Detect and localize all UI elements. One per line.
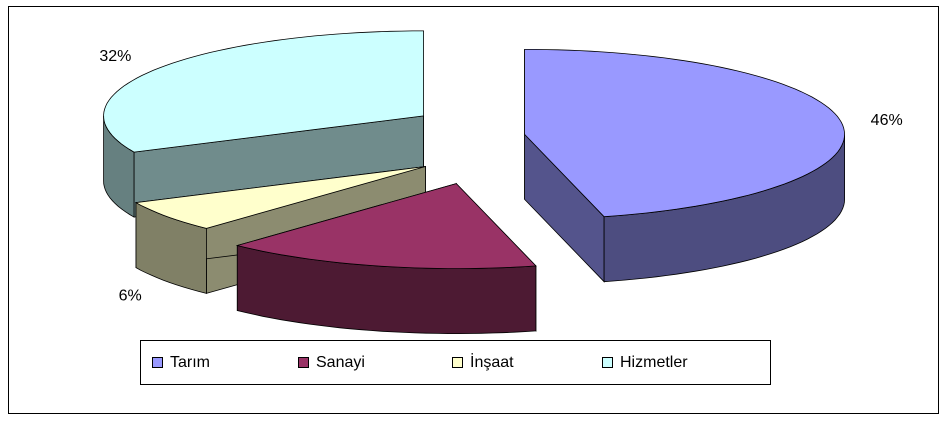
slice-top	[235, 183, 537, 269]
slice-top	[524, 49, 846, 218]
data-label: 32%	[99, 48, 131, 65]
data-label: 6%	[119, 287, 142, 304]
pie: 46%16%6%32%	[99, 30, 903, 363]
legend-swatch	[602, 357, 613, 368]
data-label: 46%	[871, 112, 903, 129]
slice-top	[103, 30, 424, 153]
slice	[235, 182, 537, 334]
legend-label: Hizmetler	[620, 354, 688, 371]
slice	[103, 30, 424, 218]
legend-swatch	[298, 357, 309, 368]
legend-label: Sanayi	[316, 354, 365, 371]
legend-label: Tarım	[170, 354, 210, 371]
legend-swatch	[152, 357, 163, 368]
slice-top	[134, 166, 426, 229]
legend-label: İnşaat	[470, 352, 514, 371]
slice	[524, 49, 846, 283]
legend-swatch	[452, 357, 463, 368]
legend: Tarım Sanayi İnşaat Hizmetler	[152, 352, 688, 371]
